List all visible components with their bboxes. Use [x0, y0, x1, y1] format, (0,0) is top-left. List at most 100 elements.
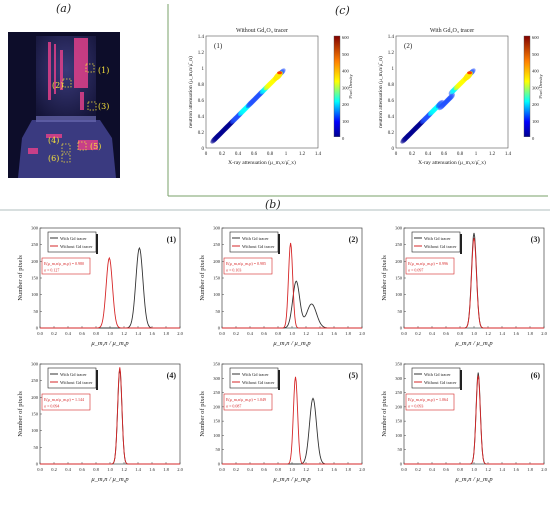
- x-tick-label: 0.0: [401, 331, 407, 336]
- density-blob: [447, 93, 455, 101]
- x-tick-label: 0.8: [275, 331, 281, 336]
- y-tick-label: 100: [213, 433, 221, 438]
- x-tick-label: 1.0: [471, 331, 477, 336]
- x-tick-label: 1.8: [345, 331, 351, 336]
- x-tick-label: 1.8: [345, 467, 351, 472]
- density-colorbar: 600 500 400 300 200 100 0 Pixel Density: [523, 35, 543, 141]
- x-tick-label: 1.0: [107, 331, 113, 336]
- x-tick-label: 0.2: [409, 152, 416, 157]
- y-tick-label: 0.4: [388, 115, 395, 120]
- density-plots-svg: Without Gd₂O₃ tracer 0 0.2 0.4 0.6 0.8 1 1.2 1.4…: [187, 28, 543, 166]
- region-label-6: (6): [48, 154, 60, 163]
- y-tick-label: 50: [398, 447, 403, 452]
- panel-c-density-plots: Without Gd₂O₃ tracer 0 0.2 0.4 0.6 0.8 1 1.2 1.4…: [172, 22, 550, 192]
- legend-shadow: [460, 370, 462, 390]
- legend-box: [229, 367, 279, 389]
- density-x-label: X-ray attenuation (μ_m,x/μ̄_x): [228, 159, 296, 166]
- x-tick-label: 1.2: [303, 331, 309, 336]
- x-tick-label: 1.2: [121, 467, 127, 472]
- y-tick-label: 150: [31, 276, 39, 281]
- histogram-y-label: Number of pixels: [199, 391, 206, 437]
- density-blob: [436, 99, 445, 108]
- x-tick-label: 0: [395, 152, 398, 157]
- density-cloud: [400, 68, 476, 144]
- x-tick-label: 0.4: [247, 331, 253, 336]
- y-tick-label: 300: [31, 226, 39, 231]
- x-tick-label: 1.4: [505, 152, 512, 157]
- stats-box-frame: [223, 257, 273, 275]
- histogram-y-label: Number of pixels: [17, 255, 24, 301]
- density-x-label: X-ray attenuation (μ_m,x/μ̄_x): [418, 159, 486, 166]
- y-tick-label: 250: [31, 378, 39, 383]
- region-label-3: (3): [98, 102, 110, 111]
- panel-b-label: (b): [265, 198, 281, 211]
- colorbar-tick-label: 600: [342, 35, 350, 40]
- x-tick-label: 1.0: [289, 331, 295, 336]
- histogram-2: 0.0 0.2 0.4 0.6 0.8 1.0 1.2 1.4 1.6 1.8 2.0 0 50 100 1…: [199, 226, 366, 348]
- density-plot-id: (2): [404, 42, 413, 50]
- x-tick-label: 0.2: [233, 467, 239, 472]
- x-tick-label: 1.2: [299, 152, 306, 157]
- x-tick-label: 1: [285, 152, 288, 157]
- legend-shadow: [96, 370, 98, 390]
- stats-box-frame: [41, 257, 91, 275]
- density-peak-core: [467, 71, 473, 75]
- x-tick-label: 2.0: [177, 331, 183, 336]
- density-plot-title: With Gd₂O₃ tracer: [430, 28, 474, 34]
- x-tick-label: 0.0: [219, 331, 225, 336]
- x-tick-label: 0.0: [401, 467, 407, 472]
- colorbar-tick-label: 600: [532, 35, 540, 40]
- y-tick-label: 200: [395, 404, 403, 409]
- stats-expectation: E(μ_m,n/μ_m,p) = 0.980: [44, 261, 84, 267]
- legend-label-without: Without Gd tracer: [60, 244, 93, 249]
- region-label-1: (1): [98, 66, 110, 75]
- colorbar-tick-label: 0: [342, 136, 345, 141]
- histogram-1: 0.0 0.2 0.4 0.6 0.8 1.0 1.2 1.4 1.6 1.8 2.0 0 50 100 1…: [17, 226, 184, 348]
- colorbar-label: Pixel Density: [348, 73, 353, 98]
- density-plot-id: (1): [214, 42, 223, 50]
- x-tick-label: 1: [475, 152, 478, 157]
- y-tick-label: 200: [213, 404, 221, 409]
- density-y-label: neutron attenuation (μ_m,n/μ̄_n): [377, 56, 384, 128]
- y-tick-label: 150: [213, 419, 221, 424]
- histogram-y-label: Number of pixels: [381, 255, 388, 301]
- x-tick-label: 1.0: [471, 467, 477, 472]
- colorbar-gradient: [333, 35, 341, 138]
- x-tick-label: 2.0: [359, 331, 365, 336]
- x-tick-label: 0.0: [219, 467, 225, 472]
- y-tick-label: 200: [31, 259, 39, 264]
- y-tick-label: 1.4: [198, 35, 205, 40]
- x-tick-label: 0.0: [37, 331, 43, 336]
- colorbar-gradient: [523, 35, 531, 138]
- colorbar-tick-label: 200: [532, 102, 540, 107]
- colorbar-tick-label: 300: [532, 85, 540, 90]
- x-tick-label: 0.0: [37, 467, 43, 472]
- x-tick-label: 1.2: [489, 152, 496, 157]
- neutron-image-graphic: [8, 32, 120, 178]
- legend-label-with: With Gd tracer: [60, 372, 87, 377]
- x-tick-label: 1.0: [107, 467, 113, 472]
- legend-shadow: [278, 234, 280, 254]
- y-tick-label: 1: [392, 67, 395, 72]
- x-tick-label: 1.8: [527, 331, 533, 336]
- y-tick-label: 300: [213, 226, 221, 231]
- x-tick-label: 0.4: [65, 331, 71, 336]
- y-tick-label: 0.8: [388, 83, 395, 88]
- stats-box-frame: [41, 393, 91, 411]
- neutron-image: (1) (2) (3) (4) (5) (6): [8, 32, 120, 178]
- x-tick-label: 1.2: [121, 331, 127, 336]
- density-cloud: [210, 68, 286, 144]
- legend-shadow: [460, 234, 462, 254]
- x-tick-label: 2.0: [541, 331, 547, 336]
- x-tick-label: 1.8: [163, 467, 169, 472]
- colorbar-tick-label: 200: [342, 102, 350, 107]
- legend-label-with: With Gd tracer: [242, 236, 269, 241]
- x-tick-label: 1.4: [135, 467, 141, 472]
- colorbar-tick-label: 100: [342, 119, 350, 124]
